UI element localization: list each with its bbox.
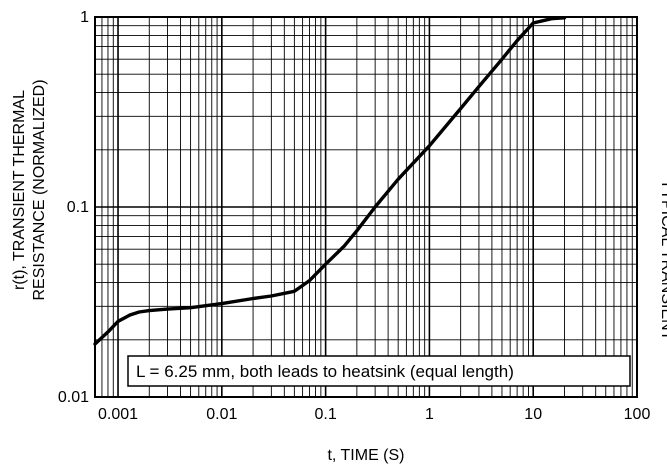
y-axis-title: r(t), TRANSIENT THERMAL RESISTANCE (NORM…	[11, 79, 48, 300]
x-axis-title: t, TIME (S)	[327, 447, 404, 464]
x-tick-label: 0.001	[98, 406, 138, 423]
y-tick-labels: 0.01 0.1 1	[58, 9, 89, 406]
y-axis-title-line-1: r(t), TRANSIENT THERMAL	[11, 90, 28, 290]
y-tick-label: 0.01	[58, 389, 89, 406]
y-tick-label: 1	[80, 9, 89, 26]
annotation-text: L = 6.25 mm, both leads to heatsink (equ…	[136, 362, 514, 381]
y-tick-label: 0.1	[67, 199, 89, 216]
annotation-box	[127, 355, 631, 387]
x-tick-label: 0.01	[206, 406, 237, 423]
x-tick-label: 100	[624, 406, 651, 423]
x-tick-label: 1	[425, 406, 434, 423]
right-margin-text: TYPICAL TRANSIENT	[658, 180, 667, 341]
x-tick-label: 10	[524, 406, 542, 423]
series-line	[93, 16, 567, 346]
x-tick-label: 0.1	[314, 406, 336, 423]
plot-frame	[94, 16, 638, 398]
x-tick-labels: 0.001 0.01 0.1 1 10 100	[98, 406, 650, 423]
y-axis-title-line-2: RESISTANCE (NORMALIZED)	[31, 79, 48, 300]
